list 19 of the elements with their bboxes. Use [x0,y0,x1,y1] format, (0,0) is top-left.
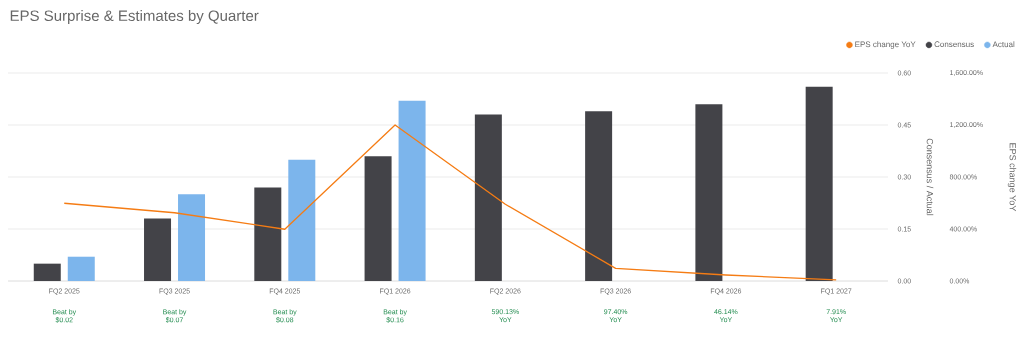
bar [805,86,833,281]
bar [364,156,392,281]
bar [144,218,172,281]
bar [474,114,502,281]
bar [67,256,95,281]
legend-label: Actual [992,41,1015,48]
bar [585,111,613,281]
legend-label: EPS change YoY [855,41,916,49]
y2-axis-title: EPS change YoY [1007,143,1017,212]
legend-label: Consensus [934,41,974,48]
bar [254,187,282,281]
chart-title: EPS Surprise & Estimates by Quarter [10,10,259,24]
bar [398,100,426,281]
line-series [63,124,837,281]
bar [695,104,723,281]
bar [178,194,206,281]
y-axis-title: Consensus / Actual [926,138,934,216]
bar [33,263,61,281]
bar [288,159,316,281]
